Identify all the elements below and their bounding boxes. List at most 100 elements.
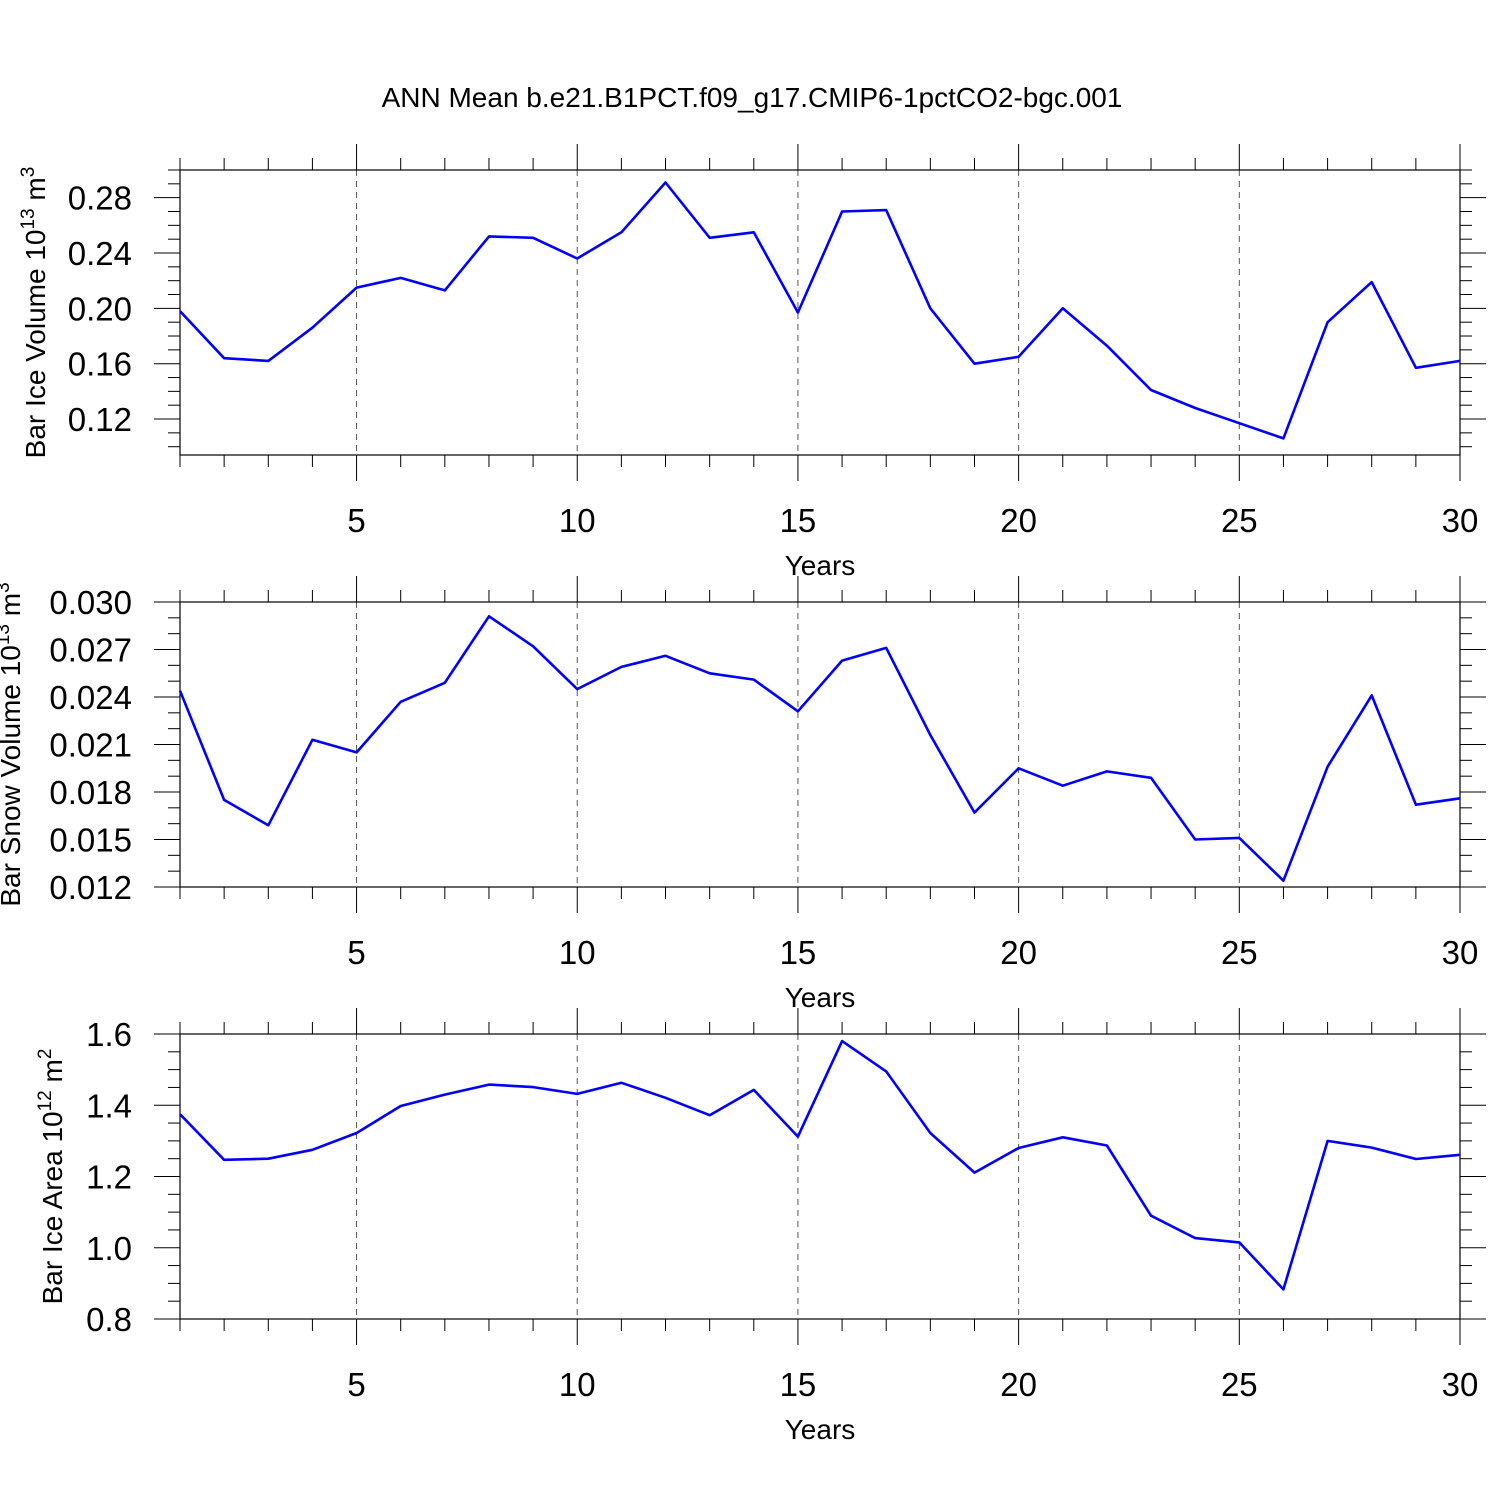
- data-point: [178, 309, 182, 313]
- data-point: [664, 1096, 668, 1100]
- y-tick-label: 1.0: [86, 1230, 132, 1267]
- y-tick-label: 1.2: [86, 1159, 132, 1196]
- data-point: [1458, 796, 1462, 800]
- data-point: [928, 1131, 932, 1135]
- data-point: [355, 286, 359, 290]
- data-point: [443, 288, 447, 292]
- y-tick-label: 0.8: [86, 1301, 132, 1338]
- data-point: [664, 180, 668, 184]
- data-point: [222, 1158, 226, 1162]
- x-tick-label: 30: [1442, 502, 1479, 539]
- y-axis-title-exponent: 12: [35, 1090, 56, 1111]
- x-tick-label: 25: [1221, 1366, 1258, 1403]
- data-point: [884, 646, 888, 650]
- y-tick-label: 0.16: [68, 346, 132, 383]
- data-point: [1370, 1146, 1374, 1150]
- x-tick-label: 5: [347, 934, 365, 971]
- y-tick-label: 1.6: [86, 1016, 132, 1053]
- data-point: [531, 644, 535, 648]
- data-point: [222, 798, 226, 802]
- data-point: [752, 230, 756, 234]
- data-point: [972, 811, 976, 815]
- data-point: [1370, 693, 1374, 697]
- y-axis-title-unit: m: [20, 177, 51, 208]
- data-point: [178, 1112, 182, 1116]
- y-axis-title: Bar Snow Volume 1013 m3: [0, 582, 26, 906]
- y-tick-label: 0.24: [68, 235, 132, 272]
- data-point: [619, 230, 623, 234]
- data-point: [972, 1171, 976, 1175]
- y-axis-title-main: Bar Ice Volume 10: [20, 230, 51, 459]
- data-point: [178, 689, 182, 693]
- data-point: [1326, 320, 1330, 324]
- data-point: [619, 1081, 623, 1085]
- data-point: [1061, 1135, 1065, 1139]
- data-point: [310, 1148, 314, 1152]
- chart-title: ANN Mean b.e21.B1PCT.f09_g17.CMIP6-1pctC…: [382, 82, 1123, 113]
- y-axis-title: Bar Ice Volume 1013 m3: [18, 167, 51, 459]
- data-point: [1370, 280, 1374, 284]
- data-point: [1061, 306, 1065, 310]
- data-point: [399, 276, 403, 280]
- data-point: [1458, 1153, 1462, 1157]
- data-point: [266, 1157, 270, 1161]
- data-point: [266, 823, 270, 827]
- x-tick-label: 20: [1000, 1366, 1037, 1403]
- data-point: [796, 1135, 800, 1139]
- data-point: [443, 681, 447, 685]
- data-point: [487, 1083, 491, 1087]
- data-point: [752, 678, 756, 682]
- data-point: [884, 1069, 888, 1073]
- data-point: [1237, 421, 1241, 425]
- series-line: [178, 614, 1461, 883]
- data-point: [1105, 1144, 1109, 1148]
- y-tick-label: 0.027: [49, 632, 132, 669]
- data-point: [972, 362, 976, 366]
- y-tick-label: 0.030: [49, 584, 132, 621]
- y-tick-label: 0.018: [49, 774, 132, 811]
- y-axis-title-main: Bar Ice Area 10: [37, 1111, 68, 1304]
- series-line: [179, 1039, 1461, 1291]
- x-tick-label: 30: [1442, 1366, 1479, 1403]
- data-point: [1414, 803, 1418, 807]
- data-point: [399, 1104, 403, 1108]
- y-axis-title-unit: m: [37, 1059, 68, 1090]
- panel-3: 5 10 15 20 25 30 Years 0.8 1.0 1.2 1.4 1.6 Bar Ice A…: [35, 1008, 1486, 1445]
- data-point: [928, 733, 932, 737]
- data-point: [1281, 1287, 1285, 1291]
- x-axis-title: Years: [785, 550, 856, 581]
- data-point: [928, 306, 932, 310]
- data-point: [1061, 784, 1065, 788]
- data-point: [708, 236, 712, 240]
- y-axis-title-unit-exponent: 3: [0, 582, 14, 593]
- data-point: [310, 738, 314, 742]
- data-point: [1017, 355, 1021, 359]
- x-tick-label: 30: [1442, 934, 1479, 971]
- data-point: [266, 359, 270, 363]
- x-axis-title: Years: [785, 1414, 856, 1445]
- data-point: [310, 326, 314, 330]
- x-tick-label: 10: [559, 502, 596, 539]
- data-point: [1149, 776, 1153, 780]
- y-tick-label: 1.4: [86, 1087, 132, 1124]
- y-axis-title-exponent: 13: [18, 208, 39, 229]
- y-axis-title-unit-exponent: 3: [18, 167, 39, 178]
- data-point: [796, 311, 800, 315]
- data-point: [1105, 769, 1109, 773]
- data-point: [840, 1039, 844, 1043]
- data-point: [487, 234, 491, 238]
- y-tick-label: 0.12: [68, 401, 132, 438]
- data-point: [1149, 1214, 1153, 1218]
- data-point: [1414, 366, 1418, 370]
- data-point: [222, 356, 226, 360]
- data-point: [840, 659, 844, 663]
- panel-1: 5 10 15 20 25 30 Years 0.12 0.16 0.20 0.24 0.28 Bar …: [18, 144, 1486, 581]
- data-point: [664, 654, 668, 658]
- data-point: [1281, 436, 1285, 440]
- x-tick-label: 10: [559, 1366, 596, 1403]
- data-point: [708, 671, 712, 675]
- y-axis-title: Bar Ice Area 1012 m2: [35, 1049, 68, 1305]
- data-point: [1105, 344, 1109, 348]
- data-point: [531, 1085, 535, 1089]
